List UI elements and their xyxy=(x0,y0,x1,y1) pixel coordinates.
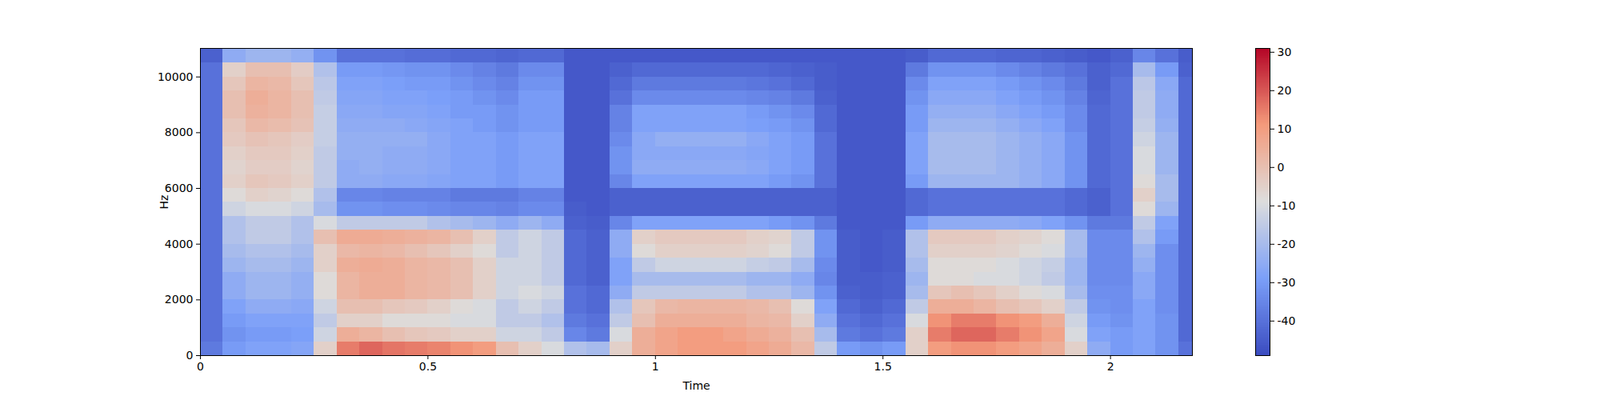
svg-text:Time: Time xyxy=(681,379,710,392)
svg-text:6000: 6000 xyxy=(164,181,194,195)
svg-text:8000: 8000 xyxy=(164,125,194,139)
svg-text:20: 20 xyxy=(1277,84,1292,97)
svg-text:0: 0 xyxy=(186,348,194,362)
svg-text:Hz: Hz xyxy=(157,195,171,210)
svg-text:0: 0 xyxy=(1277,160,1285,174)
svg-text:4000: 4000 xyxy=(164,237,194,251)
svg-text:-30: -30 xyxy=(1277,276,1296,289)
svg-text:-10: -10 xyxy=(1277,199,1296,212)
svg-text:10: 10 xyxy=(1277,122,1292,136)
svg-text:2000: 2000 xyxy=(164,292,194,306)
svg-text:2: 2 xyxy=(1107,360,1115,373)
svg-text:10000: 10000 xyxy=(157,70,194,84)
svg-text:-20: -20 xyxy=(1277,237,1296,251)
svg-text:1.5: 1.5 xyxy=(874,360,892,373)
svg-text:1: 1 xyxy=(652,360,660,373)
svg-text:0: 0 xyxy=(196,360,204,373)
svg-text:0.5: 0.5 xyxy=(419,360,437,373)
svg-text:30: 30 xyxy=(1277,45,1292,59)
svg-text:-40: -40 xyxy=(1277,314,1296,328)
